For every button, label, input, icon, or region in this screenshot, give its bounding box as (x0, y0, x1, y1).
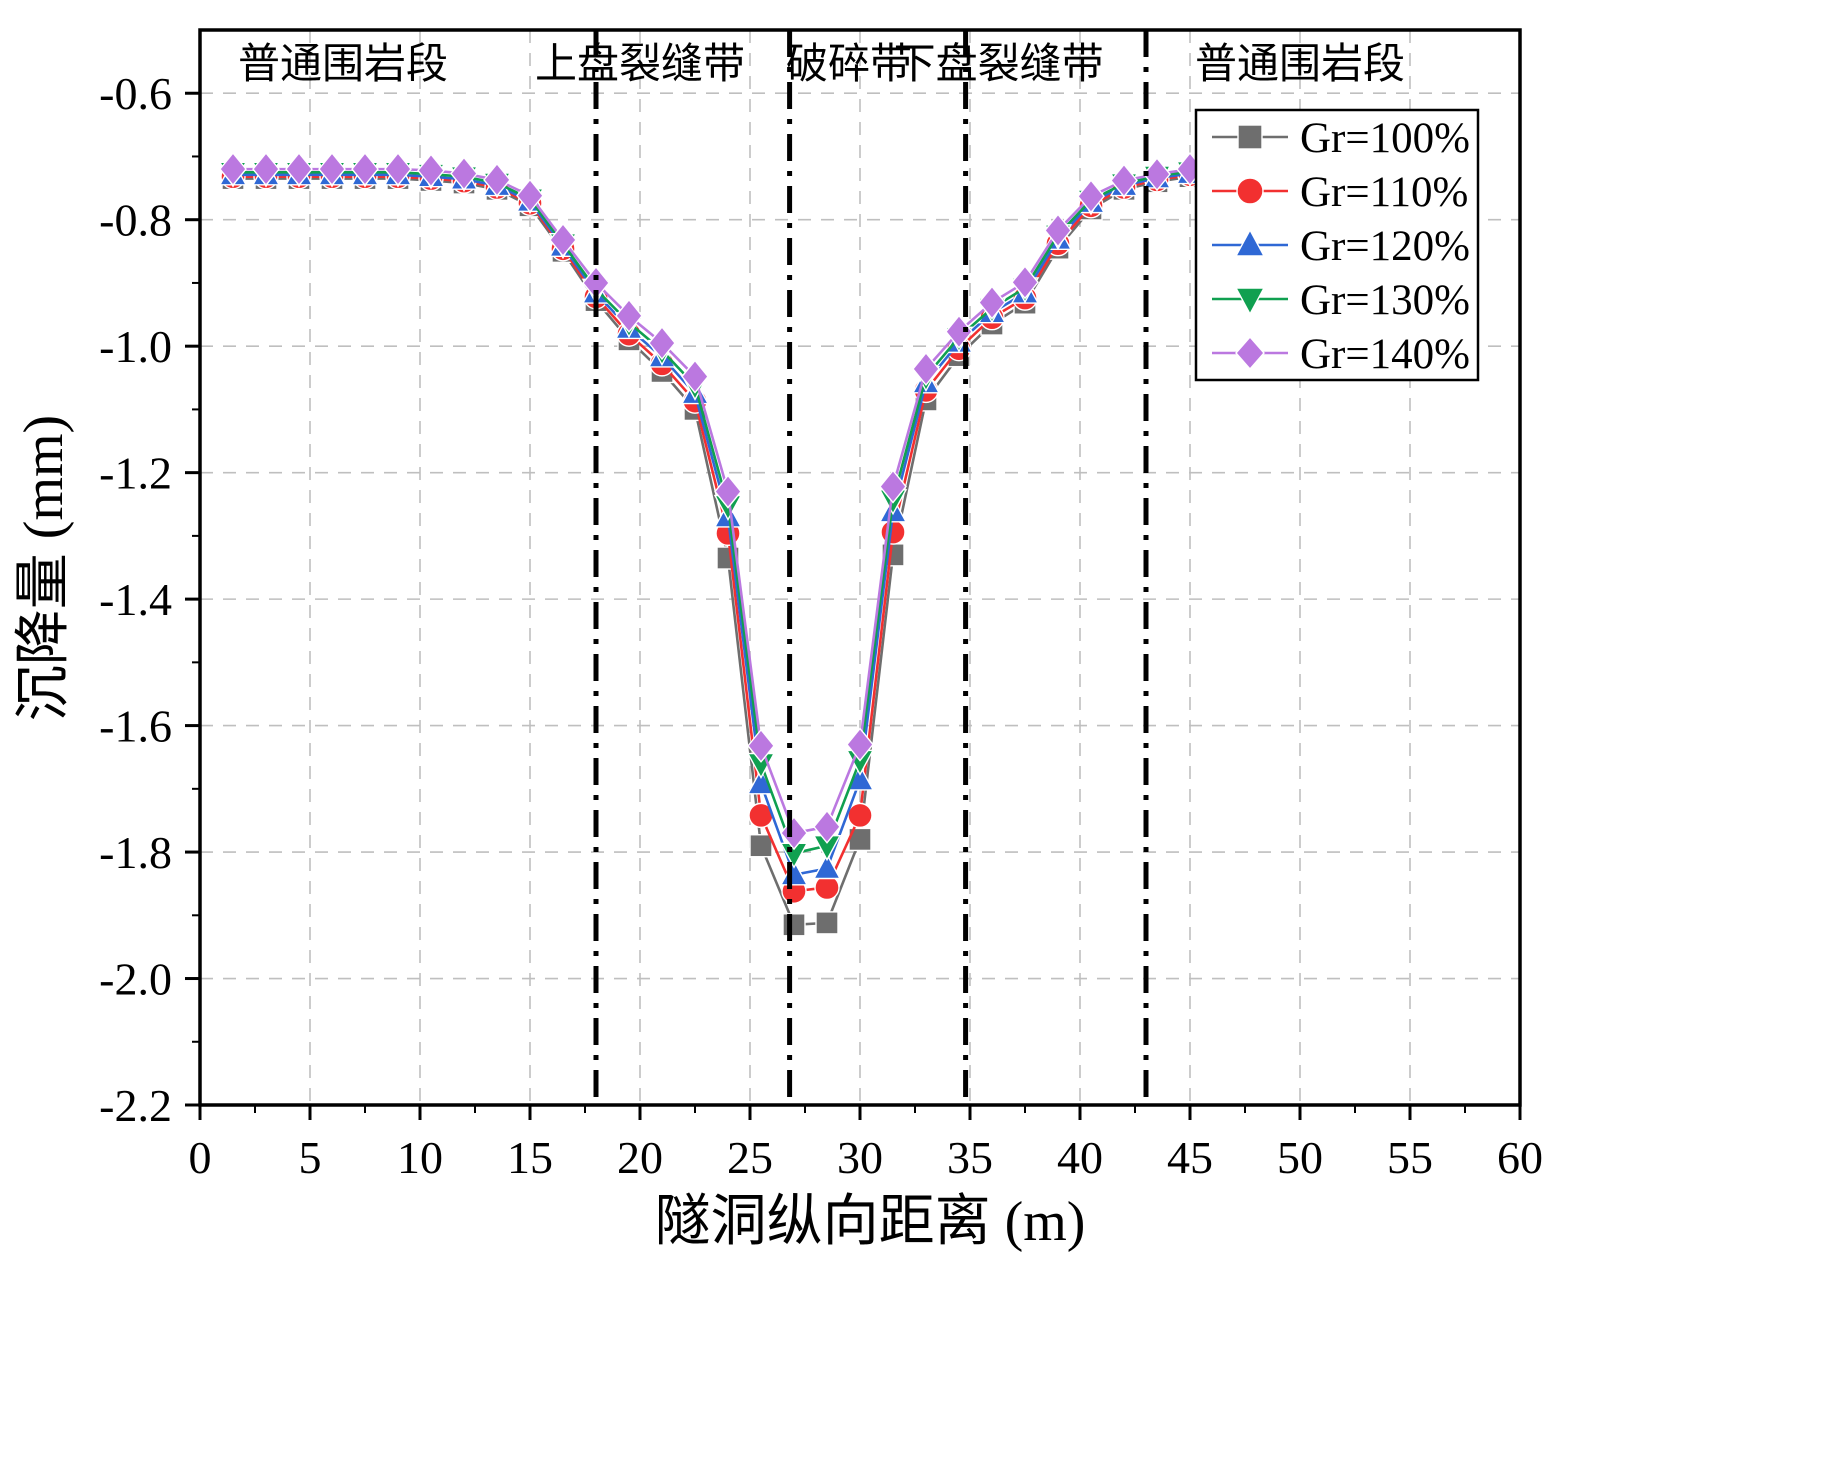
marker-diamond (714, 474, 742, 509)
marker-square (782, 913, 806, 937)
marker-square (749, 834, 773, 858)
zone-label: 普通围岩段 (1195, 42, 1405, 88)
x-tick-label: 30 (837, 1132, 883, 1183)
marker-diamond (978, 285, 1006, 320)
y-tick-label: -1.0 (99, 321, 172, 372)
marker-square (815, 911, 839, 935)
zone-dividers (593, 30, 1149, 1105)
zone-label: 下盘裂缝带 (894, 41, 1104, 88)
x-tick-label: 10 (397, 1132, 443, 1183)
marker-diamond (318, 152, 346, 187)
legend-label: Gr=100% (1300, 115, 1470, 162)
marker-diamond (219, 152, 247, 187)
marker-circle (880, 519, 906, 545)
y-tick-label: -1.4 (99, 574, 172, 625)
marker-diamond (1011, 265, 1039, 300)
marker-diamond (252, 152, 280, 187)
legend-label: Gr=120% (1300, 223, 1470, 270)
x-tick-label: 15 (507, 1132, 553, 1183)
x-tick-label: 0 (189, 1132, 212, 1183)
legend: Gr=100% Gr=110% Gr=120% Gr=130% Gr=140% (1194, 108, 1480, 382)
marker-diamond (648, 325, 676, 361)
legend-item-Gr=100%: Gr=100% (1212, 115, 1470, 162)
x-tick-label: 55 (1387, 1132, 1433, 1183)
marker-diamond (912, 351, 940, 387)
x-axis-title: 隧洞纵向距离 (m) (655, 1191, 1086, 1253)
y-tick-label: -0.8 (99, 195, 172, 246)
y-tick-label: -2.0 (99, 954, 172, 1005)
y-tick-label: -1.2 (99, 448, 172, 499)
marker-diamond (417, 153, 445, 188)
marker-circle (847, 802, 873, 829)
x-tick-label: 25 (727, 1132, 773, 1183)
y-tick-label: -1.8 (99, 827, 172, 878)
marker-diamond (549, 222, 577, 258)
x-tick-label: 50 (1277, 1132, 1323, 1183)
zone-label: 普通围岩段 (238, 42, 448, 88)
marker-diamond (1110, 163, 1138, 198)
y-tick-label: -2.2 (99, 1080, 172, 1131)
marker-diamond (747, 728, 775, 763)
legend-label: Gr=130% (1300, 277, 1470, 324)
marker-diamond (516, 178, 544, 213)
marker-diamond (681, 359, 709, 394)
x-tick-label: 5 (299, 1132, 322, 1183)
marker-diamond (1143, 157, 1171, 192)
marker-diamond (945, 314, 973, 349)
x-tick-label: 45 (1167, 1132, 1213, 1183)
y-tick-label: -1.6 (99, 701, 172, 752)
marker-diamond (1044, 213, 1072, 248)
marker-diamond (813, 809, 841, 844)
legend-label: Gr=140% (1300, 331, 1470, 378)
marker-diamond (351, 152, 379, 187)
marker-diamond (1077, 179, 1105, 214)
legend-item-Gr=130%: Gr=130% (1212, 277, 1470, 324)
marker-diamond (384, 152, 412, 187)
zone-label: 上盘裂缝带 (535, 41, 745, 88)
x-tick-label: 20 (617, 1132, 663, 1183)
axis-ticks: 0 5 10 15 20 25 30 35 40 45 50 55 60 -2.2 -2.0 -1.8 -1.6… (99, 68, 1543, 1183)
marker-diamond (879, 469, 907, 504)
y-tick-label: -0.6 (99, 68, 172, 119)
marker-diamond (450, 156, 478, 191)
y-axis-title: 沉降量 (mm) (13, 415, 75, 721)
legend-item-Gr=120%: Gr=120% (1212, 223, 1470, 270)
marker-diamond (285, 152, 313, 187)
marker-diamond (483, 162, 511, 197)
marker-triangle-up (812, 853, 842, 880)
x-tick-label: 40 (1057, 1132, 1103, 1183)
series-Gr=140% (219, 152, 1204, 851)
legend-item-Gr=140%: Gr=140% (1212, 331, 1470, 378)
legend-label: Gr=110% (1300, 169, 1468, 216)
legend-item-Gr=110%: Gr=110% (1212, 169, 1468, 216)
x-tick-label: 35 (947, 1132, 993, 1183)
x-tick-label: 60 (1497, 1132, 1543, 1183)
marker-diamond (615, 298, 643, 333)
gridlines (200, 30, 1520, 1105)
zone-label: 破碎带 (786, 42, 912, 88)
marker-diamond (846, 727, 874, 762)
